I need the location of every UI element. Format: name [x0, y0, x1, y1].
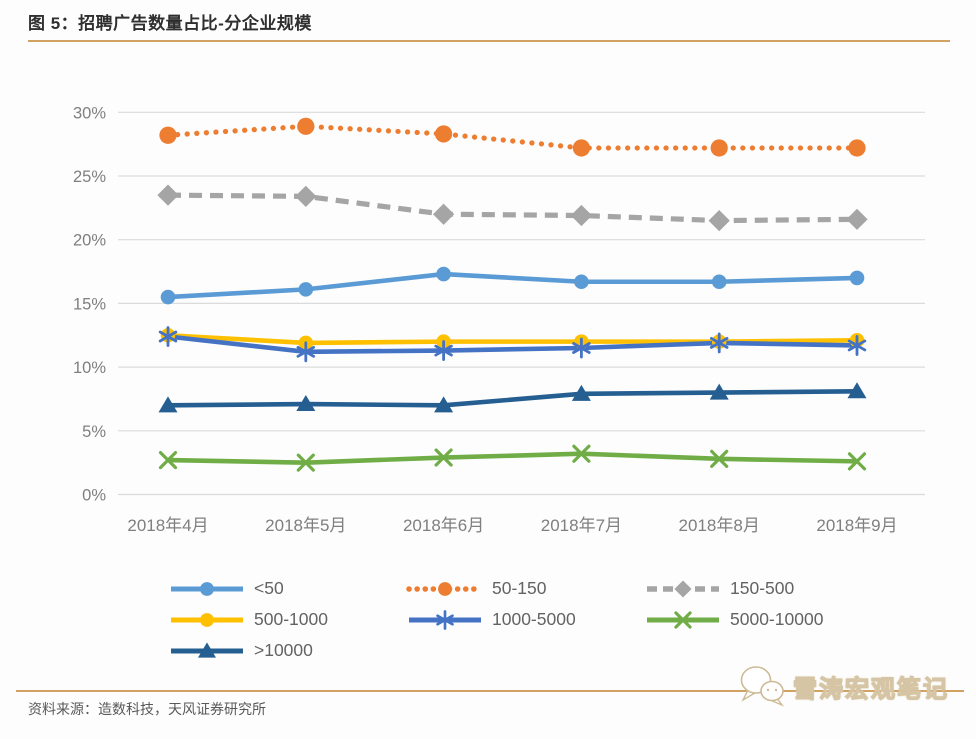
y-axis-tick: 10% [73, 359, 106, 377]
x-axis-tick: 2018年8月 [679, 516, 760, 535]
series-line-5 [167, 451, 858, 465]
legend-label: <50 [254, 578, 284, 598]
series-line-6 [167, 389, 858, 408]
x-axis-tick: 2018年6月 [403, 516, 484, 535]
legend-swatch-50-150 [406, 577, 484, 601]
title-divider [28, 40, 950, 42]
y-axis-tick: 30% [73, 104, 106, 122]
y-axis-tick: 25% [73, 168, 106, 186]
x-axis-tick: 2018年7月 [541, 516, 622, 535]
legend-swatch-500-1000 [168, 608, 246, 632]
y-axis-tick: 0% [82, 487, 106, 505]
legend-swatch-150-500 [644, 577, 722, 601]
legend-label: >10000 [254, 640, 313, 660]
x-axis-tick: 2018年4月 [127, 516, 208, 535]
legend-swatch-lt50 [168, 577, 246, 601]
y-axis-tick: 20% [73, 232, 106, 250]
legend-swatch-5000-10000 [644, 608, 722, 632]
series-line-0 [167, 271, 858, 300]
watermark-text: 雪涛宏观笔记 [792, 675, 949, 703]
legend-swatch-gt10000 [168, 639, 246, 663]
line-chart: 0% 5% 10% 15% 20% 25% 30% 2018年4月 2018年5月 2018年6月… [73, 104, 925, 535]
legend-label: 5000-10000 [730, 609, 824, 629]
watermark: 雪涛宏观笔记 [738, 664, 949, 708]
source-note: 资料来源：造数科技，天风证券研究所 [28, 701, 266, 717]
legend-item-5000-10000: 5000-10000 [644, 605, 882, 634]
legend-label: 50-150 [492, 578, 547, 598]
chat-bubbles-icon [738, 664, 788, 708]
series-line-4 [167, 334, 858, 355]
legend-label: 150-500 [730, 578, 795, 598]
x-axis-tick: 2018年9月 [816, 516, 897, 535]
y-axis-tick: 15% [73, 295, 106, 313]
y-axis-tick: 5% [82, 423, 106, 441]
legend-item-150-500: 150-500 [644, 574, 882, 603]
legend-label: 1000-5000 [492, 609, 576, 629]
legend-item-500-1000: 500-1000 [168, 605, 406, 634]
series-line-2 [167, 192, 858, 224]
legend-item-gt10000: >10000 [168, 636, 406, 665]
legend-label: 500-1000 [254, 609, 328, 629]
series-line-1 [165, 123, 860, 151]
footer-divider [16, 690, 964, 692]
legend-item-lt50: <50 [168, 574, 406, 603]
figure-title: 图 5：招聘广告数量占比-分企业规模 [28, 14, 312, 33]
legend-swatch-1000-5000 [406, 608, 484, 632]
chart-legend: <50 50-150 150-500 500-1000 1000-5000 50… [168, 574, 882, 665]
legend-item-50-150: 50-150 [406, 574, 644, 603]
x-axis-tick: 2018年5月 [265, 516, 346, 535]
legend-item-1000-5000: 1000-5000 [406, 605, 644, 634]
